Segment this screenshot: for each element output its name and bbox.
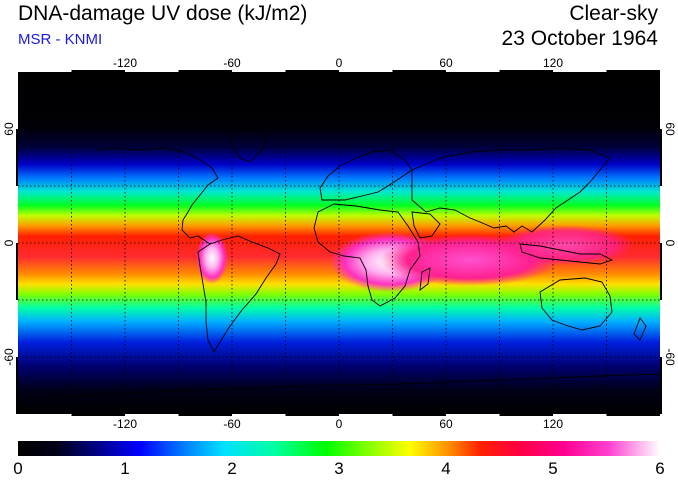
coast-africa [313, 203, 421, 307]
frame-segment-top [232, 70, 286, 72]
colorbar-tick-label: 1 [120, 459, 130, 478]
frame-segment-left [16, 72, 18, 129]
lat-label-left: 60 [2, 122, 16, 136]
frame-segment-bottom [553, 414, 607, 416]
frame-segment-top [392, 70, 446, 72]
date-label: 23 October 1964 [501, 27, 658, 50]
lon-label-bottom: -120 [113, 417, 137, 431]
map-title: DNA-damage UV dose (kJ/m2) [18, 2, 308, 25]
lon-label-top: 60 [439, 56, 453, 70]
source-label: MSR - KNMI [18, 31, 103, 48]
andes-maximum [196, 232, 228, 284]
frame-segment-bottom [499, 414, 553, 416]
coast-madagascar [419, 267, 431, 291]
product-label: Clear-sky [569, 2, 658, 25]
frame-segment-right [660, 186, 662, 243]
frame-segment-bottom [18, 414, 72, 416]
frame-segment-right [660, 243, 662, 300]
colorbar-tick-label: 6 [655, 459, 665, 478]
frame-segment-top [446, 70, 500, 72]
coast-greenland [224, 127, 269, 163]
colorbar-tick-label: 2 [227, 459, 237, 478]
frame-segment-left [16, 129, 18, 186]
colorbar-tick-label: 5 [548, 459, 558, 478]
map-frame [16, 70, 662, 416]
frame-segment-right [660, 72, 662, 129]
coast-north-america [94, 147, 219, 245]
frame-segment-bottom [339, 414, 393, 416]
coastlines [17, 127, 661, 401]
colorbar-tick-label: 3 [334, 459, 344, 478]
lat-label-left: -60 [2, 348, 16, 366]
lon-label-bottom: 120 [543, 417, 563, 431]
frame-segment-bottom [71, 414, 125, 416]
frame-segment-top [71, 70, 125, 72]
lon-label-top: 120 [543, 56, 563, 70]
colorbar-tick-label: 4 [441, 459, 451, 478]
coast-australia [539, 277, 613, 331]
lon-label-bottom: -60 [223, 417, 241, 431]
lon-label-top: -60 [223, 56, 241, 70]
frame-segment-left [16, 357, 18, 414]
frame-segment-top [499, 70, 553, 72]
frame-segment-top [125, 70, 179, 72]
uv-dose-map: -120 -120 -60 -60 0 0 60 60 120 120 60 0 -60 60 0 -60 [2, 56, 677, 431]
coast-new-zealand [633, 317, 647, 341]
frame-segment-top [553, 70, 607, 72]
axis-labels: -120 -120 -60 -60 0 0 60 60 120 120 60 0 -60 60 0 -60 [2, 56, 677, 431]
coast-asia [411, 147, 611, 233]
frame-segment-bottom [232, 414, 286, 416]
lat-label-left: 0 [2, 239, 16, 246]
lat-label-right: 60 [663, 122, 677, 136]
frame-segment-right [660, 357, 662, 414]
lat-label-right: -60 [663, 348, 677, 366]
lon-label-bottom: 0 [336, 417, 343, 431]
frame-segment-bottom [606, 414, 660, 416]
frame-segment-bottom [285, 414, 339, 416]
lon-label-top: 0 [336, 56, 343, 70]
coast-europe [319, 149, 413, 201]
graticule [18, 72, 660, 414]
frame-segment-left [16, 300, 18, 357]
frame-segment-left [16, 186, 18, 243]
coast-indonesia [519, 243, 614, 265]
lon-label-bottom: 60 [439, 417, 453, 431]
lat-label-right: 0 [663, 240, 677, 247]
coast-arabia [411, 211, 441, 239]
frame-segment-bottom [178, 414, 232, 416]
frame-segment-bottom [392, 414, 446, 416]
frame-segment-top [178, 70, 232, 72]
frame-segment-top [285, 70, 339, 72]
coast-antarctica [17, 373, 661, 401]
frame-segment-left [16, 243, 18, 300]
colorbar-tick-label: 0 [13, 459, 23, 478]
frame-segment-top [606, 70, 660, 72]
frame-segment-bottom [125, 414, 179, 416]
frame-segment-top [339, 70, 393, 72]
frame-segment-bottom [446, 414, 500, 416]
frame-segment-top [18, 70, 72, 72]
colorbar [18, 441, 660, 456]
lon-label-top: -120 [113, 56, 137, 70]
frame-segment-right [660, 300, 662, 357]
frame-segment-right [660, 129, 662, 186]
